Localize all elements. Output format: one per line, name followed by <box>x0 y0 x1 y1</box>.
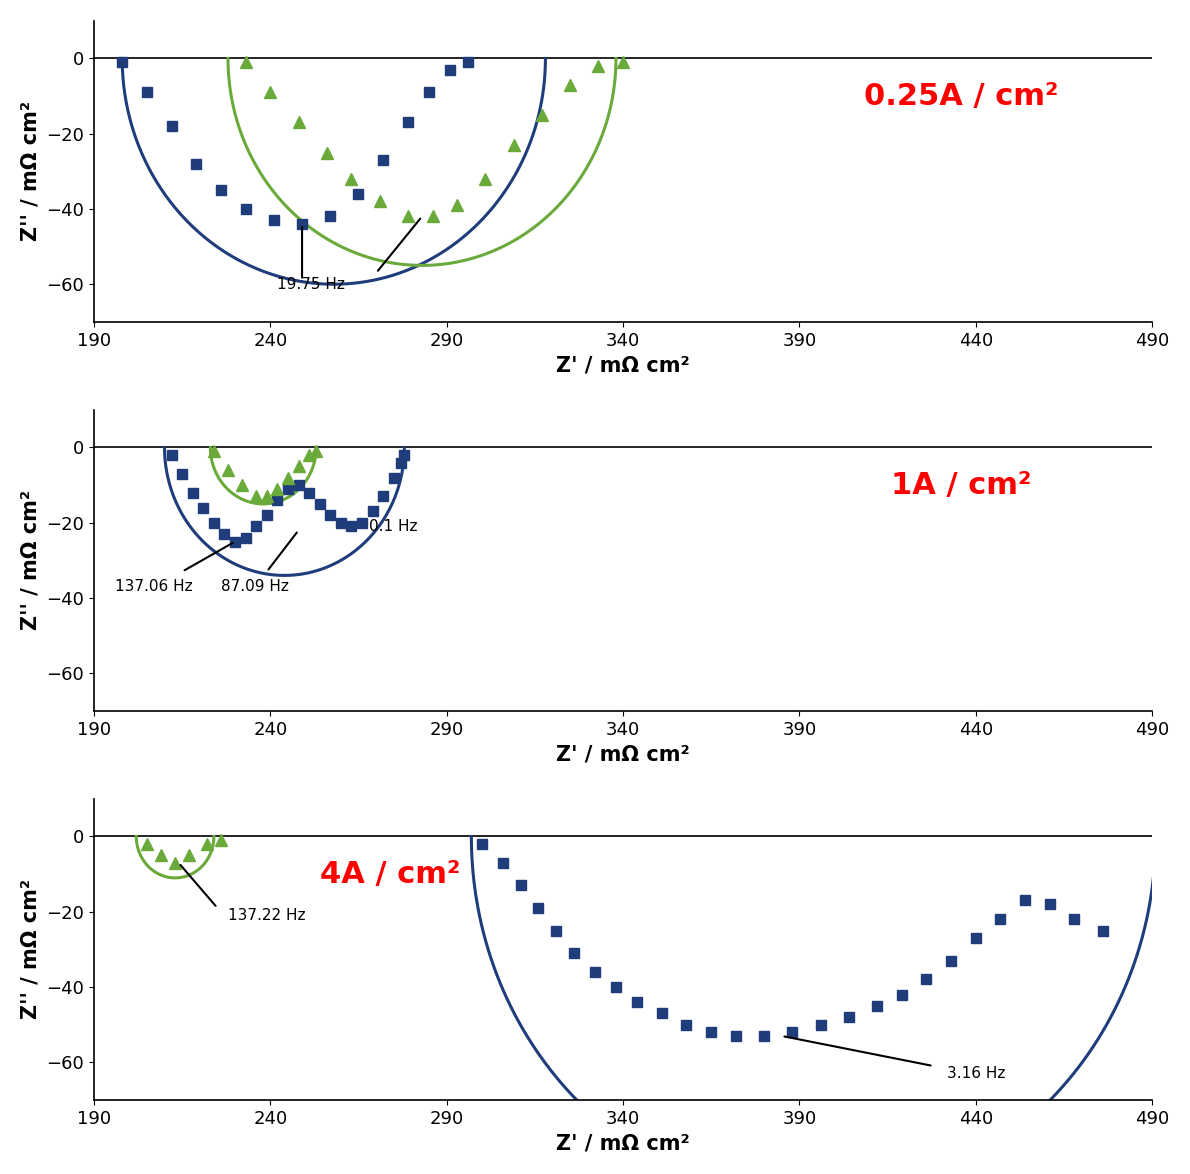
Text: 87.09 Hz: 87.09 Hz <box>221 579 289 594</box>
Text: 0.1 Hz: 0.1 Hz <box>369 519 418 534</box>
Text: 19.75 Hz: 19.75 Hz <box>277 277 345 292</box>
Text: 0.25A / cm²: 0.25A / cm² <box>864 81 1059 110</box>
X-axis label: Z' / mΩ cm²: Z' / mΩ cm² <box>556 744 690 764</box>
Y-axis label: Z'' / mΩ cm²: Z'' / mΩ cm² <box>21 879 40 1019</box>
Text: 137.22 Hz: 137.22 Hz <box>228 908 306 923</box>
Text: 137.06 Hz: 137.06 Hz <box>115 579 193 594</box>
Y-axis label: Z'' / mΩ cm²: Z'' / mΩ cm² <box>21 101 40 242</box>
Text: 3.16 Hz: 3.16 Hz <box>947 1066 1006 1081</box>
X-axis label: Z' / mΩ cm²: Z' / mΩ cm² <box>556 355 690 376</box>
Y-axis label: Z'' / mΩ cm²: Z'' / mΩ cm² <box>21 491 40 630</box>
X-axis label: Z' / mΩ cm²: Z' / mΩ cm² <box>556 1133 690 1153</box>
Text: 1A / cm²: 1A / cm² <box>891 471 1032 500</box>
Text: 4A / cm²: 4A / cm² <box>320 859 461 889</box>
